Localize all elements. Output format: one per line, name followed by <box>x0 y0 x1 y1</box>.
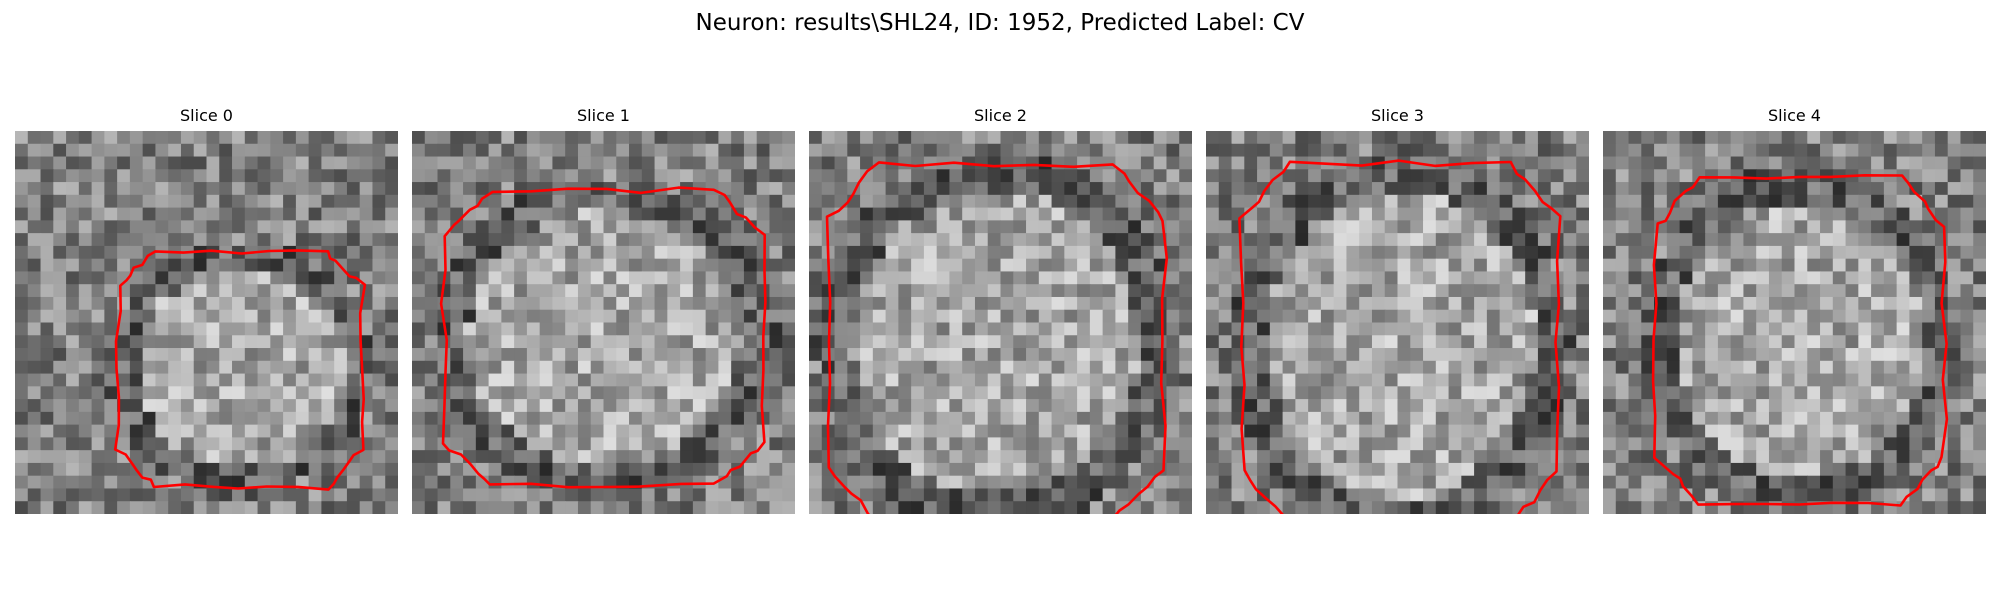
slice-svg-3 <box>1206 131 1589 514</box>
slice-image-2 <box>809 131 1192 514</box>
roi-contour-3 <box>1238 159 1562 514</box>
slice-panel-3: Slice 3 <box>1206 104 1589 514</box>
slice-pixels-2 <box>809 131 1192 514</box>
slice-image-3 <box>1206 131 1589 514</box>
slice-pixels-3 <box>1206 131 1589 514</box>
slice-pixels-1 <box>412 131 795 514</box>
slice-image-1 <box>412 131 795 514</box>
roi-contour-4 <box>1651 173 1949 507</box>
slice-svg-1 <box>412 131 795 514</box>
slice-panel-2: Slice 2 <box>809 104 1192 514</box>
slice-panel-1: Slice 1 <box>412 104 795 514</box>
slice-title-3: Slice 3 <box>1371 106 1424 125</box>
roi-contour-2 <box>825 161 1169 514</box>
slice-image-4 <box>1603 131 1986 514</box>
slice-image-0 <box>15 131 398 514</box>
slice-panel-0: Slice 0 <box>15 104 398 514</box>
slice-title-2: Slice 2 <box>974 106 1027 125</box>
roi-contour-1 <box>439 186 767 489</box>
slice-svg-0 <box>15 131 398 514</box>
slice-pixels-0 <box>15 131 398 514</box>
slice-title-1: Slice 1 <box>577 106 630 125</box>
slice-svg-2 <box>809 131 1192 514</box>
slice-title-4: Slice 4 <box>1768 106 1821 125</box>
slice-pixels-4 <box>1603 131 1986 514</box>
slice-svg-4 <box>1603 131 1986 514</box>
slice-title-0: Slice 0 <box>180 106 233 125</box>
figure-title: Neuron: results\SHL24, ID: 1952, Predict… <box>695 10 1305 36</box>
slice-panel-4: Slice 4 <box>1603 104 1986 514</box>
roi-contour-0 <box>113 249 367 491</box>
